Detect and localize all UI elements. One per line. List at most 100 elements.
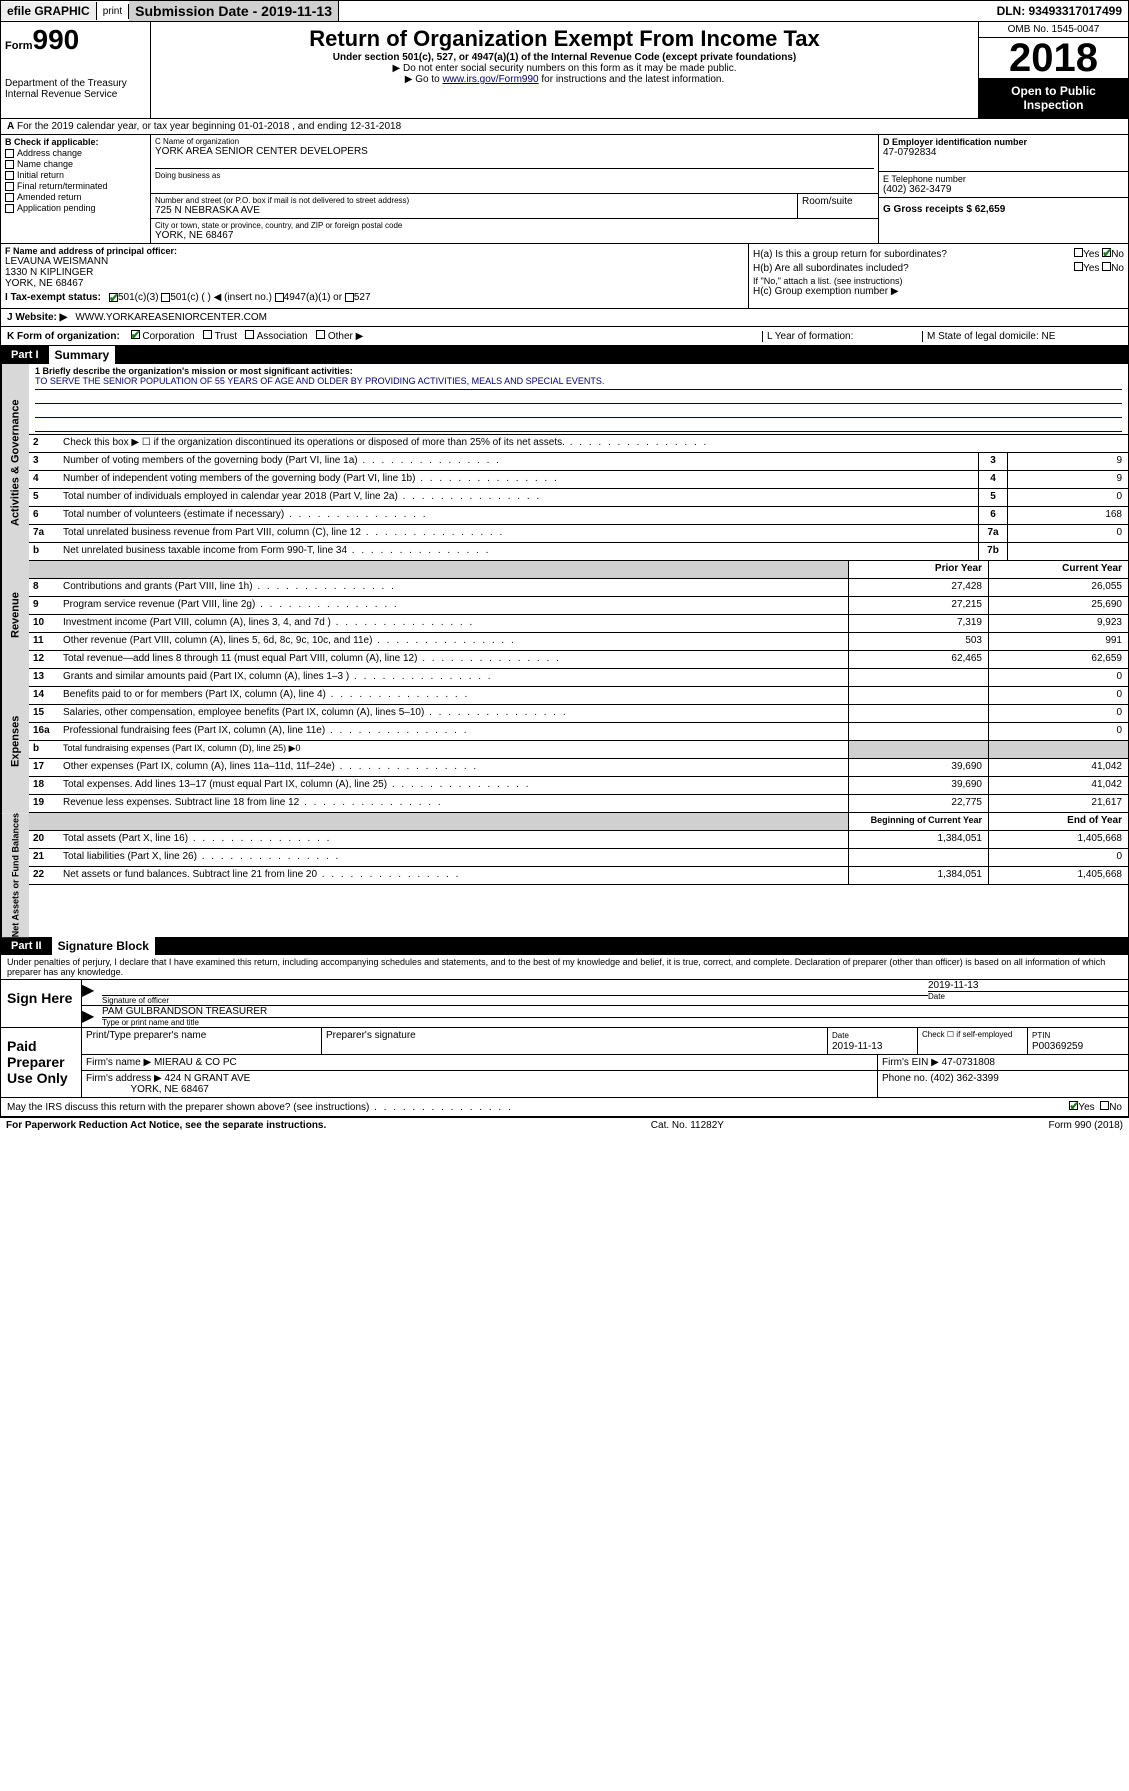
checkbox-501c3[interactable]	[109, 293, 118, 302]
section-h: H(a) Is this a group return for subordin…	[748, 244, 1128, 308]
mission-question: 1 Briefly describe the organization's mi…	[35, 366, 1122, 376]
checkbox-final-return-terminated[interactable]	[5, 182, 14, 191]
prep-print-label: Print/Type preparer's name	[82, 1028, 322, 1054]
officer-label: F Name and address of principal officer:	[5, 246, 744, 256]
form-container: Form990 Department of the Treasury Inter…	[0, 22, 1129, 1118]
dba-label: Doing business as	[155, 168, 874, 180]
inspection-badge: Open to Public Inspection	[979, 78, 1128, 118]
officer-name: LEVAUNA WEISMANN	[5, 256, 744, 267]
part-i-header: Part I Summary	[1, 346, 1128, 364]
ha-yes[interactable]	[1074, 248, 1083, 257]
irs-label: Internal Revenue Service	[5, 89, 146, 100]
gov-line-4: 4Number of independent voting members of…	[29, 471, 1128, 489]
officer-print-name: PAM GULBRANDSON TREASURER	[102, 1006, 1128, 1018]
line-11: 11Other revenue (Part VIII, column (A), …	[29, 633, 1128, 651]
cb-other[interactable]	[316, 330, 325, 339]
dept-label: Department of the Treasury	[5, 78, 146, 89]
gov-line-6: 6Total number of volunteers (estimate if…	[29, 507, 1128, 525]
firm-ein: 47-0731808	[942, 1057, 995, 1068]
cb-assoc[interactable]	[245, 330, 254, 339]
preparer-label: Paid Preparer Use Only	[1, 1028, 81, 1097]
line-12: 12Total revenue—add lines 8 through 11 (…	[29, 651, 1128, 669]
line-17: 17Other expenses (Part IX, column (A), l…	[29, 759, 1128, 777]
efile-header: efile GRAPHIC print Submission Date - 20…	[0, 0, 1129, 22]
line-16a: 16aProfessional fundraising fees (Part I…	[29, 723, 1128, 741]
room-label: Room/suite	[798, 194, 878, 218]
print-label[interactable]: print	[97, 4, 129, 19]
gov-line-7a: 7aTotal unrelated business revenue from …	[29, 525, 1128, 543]
hb-no[interactable]	[1102, 262, 1111, 271]
form-number-box: Form990 Department of the Treasury Inter…	[1, 22, 151, 118]
tab-governance: Activities & Governance	[1, 364, 29, 561]
line-b: bTotal fundraising expenses (Part IX, co…	[29, 741, 1128, 759]
line-i-label: I Tax-exempt status:	[5, 292, 101, 303]
section-b-label: B Check if applicable:	[5, 137, 146, 147]
phone-value: (402) 362-3479	[883, 184, 1124, 195]
gov-line-3: 3Number of voting members of the governi…	[29, 453, 1128, 471]
mission-text: TO SERVE THE SENIOR POPULATION OF 55 YEA…	[35, 376, 1122, 390]
name-label: C Name of organization	[155, 137, 874, 146]
line-10: 10Investment income (Part VIII, column (…	[29, 615, 1128, 633]
ssn-note: ▶ Do not enter social security numbers o…	[155, 63, 974, 74]
ein-value: 47-0792834	[883, 147, 1124, 158]
city-value: YORK, NE 68467	[155, 230, 874, 241]
website-value: WWW.YORKAREASENIORCENTER.COM	[75, 312, 267, 323]
checkbox-initial-return[interactable]	[5, 171, 14, 180]
line-20: 20Total assets (Part X, line 16)1,384,05…	[29, 831, 1128, 849]
return-subtitle: Under section 501(c), 527, or 4947(a)(1)…	[155, 52, 974, 63]
firm-phone: (402) 362-3399	[930, 1073, 998, 1084]
officer-addr2: YORK, NE 68467	[5, 278, 744, 289]
discuss-yes[interactable]	[1069, 1101, 1078, 1110]
prep-date: 2019-11-13	[832, 1041, 882, 1052]
line-m: M State of legal domicile: NE	[922, 331, 1122, 342]
tax-year: 2018	[979, 38, 1128, 78]
checkbox-name-change[interactable]	[5, 160, 14, 169]
line-22: 22Net assets or fund balances. Subtract …	[29, 867, 1128, 885]
checkbox-address-change[interactable]	[5, 149, 14, 158]
firm-name: MIERAU & CO PC	[154, 1057, 237, 1068]
section-g: G Gross receipts $ 62,659	[879, 198, 1128, 221]
part-ii-header: Part II Signature Block	[1, 937, 1128, 955]
rev-header: Prior Year Current Year	[29, 561, 1128, 579]
org-name: YORK AREA SENIOR CENTER DEVELOPERS	[155, 146, 874, 157]
cb-corp[interactable]	[131, 330, 140, 339]
line-13: 13Grants and similar amounts paid (Part …	[29, 669, 1128, 687]
gov-line-2: 2Check this box ▶ ☐ if the organization …	[29, 435, 1128, 453]
cb-trust[interactable]	[203, 330, 212, 339]
line-j: J Website: ▶ WWW.YORKAREASENIORCENTER.CO…	[1, 309, 1128, 327]
discuss-no[interactable]	[1100, 1101, 1109, 1110]
line-18: 18Total expenses. Add lines 13–17 (must …	[29, 777, 1128, 795]
line-l: L Year of formation:	[762, 331, 922, 342]
tab-net: Net Assets or Fund Balances	[1, 813, 29, 937]
title-section: Return of Organization Exempt From Incom…	[151, 22, 978, 118]
checkbox-application-pending[interactable]	[5, 204, 14, 213]
street-addr: 725 N NEBRASKA AVE	[155, 205, 793, 216]
net-header: Beginning of Current Year End of Year	[29, 813, 1128, 831]
efile-label: efile GRAPHIC	[1, 2, 97, 20]
checkbox-4947[interactable]	[275, 293, 284, 302]
sign-date: 2019-11-13	[928, 980, 1128, 992]
gov-line-b: bNet unrelated business taxable income f…	[29, 543, 1128, 561]
row-a: A For the 2019 calendar year, or tax yea…	[1, 119, 1128, 135]
tab-revenue: Revenue	[1, 561, 29, 669]
check-options: Address changeName changeInitial returnF…	[5, 148, 146, 213]
addr-label: Number and street (or P.O. box if mail i…	[155, 196, 793, 205]
checkbox-527[interactable]	[345, 293, 354, 302]
section-b: B Check if applicable: Address changeNam…	[1, 135, 151, 243]
line-15: 15Salaries, other compensation, employee…	[29, 705, 1128, 723]
officer-addr1: 1330 N KIPLINGER	[5, 267, 744, 278]
firm-addr: 424 N GRANT AVE	[165, 1073, 251, 1084]
sign-here-label: Sign Here	[1, 980, 81, 1027]
checkbox-501c[interactable]	[161, 293, 170, 302]
sig-officer-label: Signature of officer	[102, 996, 928, 1005]
line-14: 14Benefits paid to or for members (Part …	[29, 687, 1128, 705]
ha-no[interactable]	[1102, 248, 1111, 257]
section-d: D Employer identification number 47-0792…	[879, 135, 1128, 172]
dln-value: DLN: 93493317017499	[991, 2, 1128, 20]
hb-yes[interactable]	[1074, 262, 1083, 271]
line-8: 8Contributions and grants (Part VIII, li…	[29, 579, 1128, 597]
prep-sig-label: Preparer's signature	[322, 1028, 828, 1054]
penalty-text: Under penalties of perjury, I declare th…	[1, 955, 1128, 980]
checkbox-amended-return[interactable]	[5, 193, 14, 202]
irs-link[interactable]: www.irs.gov/Form990	[442, 74, 538, 85]
